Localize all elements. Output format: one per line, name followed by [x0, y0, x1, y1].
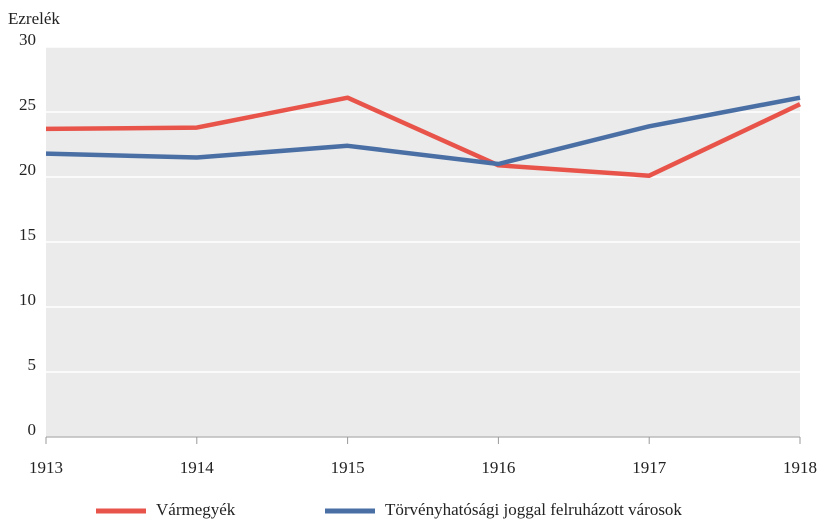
series-line — [45, 95, 801, 178]
y-axis-label: Ezrelék — [8, 9, 60, 28]
y-tick-label: 5 — [28, 355, 37, 374]
x-tick-label: 1914 — [180, 458, 215, 477]
y-tick-label: 10 — [19, 290, 36, 309]
x-tick-label: 1916 — [481, 458, 515, 477]
x-tick-label: 1915 — [331, 458, 365, 477]
y-tick-label: 15 — [19, 225, 36, 244]
legend-label: Törvényhatósági joggal felruházott város… — [385, 500, 682, 519]
series-line — [45, 95, 801, 167]
x-tick-label: 1917 — [632, 458, 667, 477]
y-tick-label: 0 — [28, 420, 37, 439]
x-tick-label: 1913 — [29, 458, 63, 477]
x-tick-label: 1918 — [783, 458, 817, 477]
y-tick-label: 30 — [19, 30, 36, 49]
y-tick-label: 25 — [19, 95, 36, 114]
legend-label: Vármegyék — [156, 500, 236, 519]
y-tick-label: 20 — [19, 160, 36, 179]
